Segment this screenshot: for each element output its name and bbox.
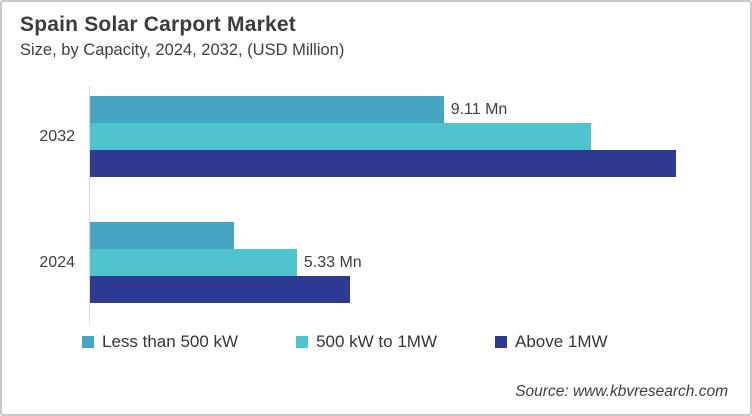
bar-2024-series-2 [90,276,351,303]
data-label: 9.11 Mn [450,100,508,118]
bar-stack: 5.33 Mn [90,222,362,303]
category-label: 2024 [39,253,75,271]
legend-swatch-icon [495,336,507,348]
bar-row [90,222,362,249]
bar-stack: 9.11 Mn [90,96,677,177]
chart-title: Spain Solar Carport Market [20,13,296,36]
bar-row [90,276,362,303]
bar-2024-series-1 [90,249,297,276]
legend-label: 500 kW to 1MW [316,332,437,351]
legend-label: Above 1MW [515,332,608,351]
bar-groups: 2032 9.11 Mn 2024 5.33 Mn [2,96,750,303]
bar-row [90,123,676,150]
chart-subtitle: Size, by Capacity, 2024, 2032, (USD Mill… [20,41,345,59]
legend-item: 500 kW to 1MW [296,332,437,352]
bar-row [90,150,677,177]
legend-item: Above 1MW [495,332,608,352]
category-label: 2032 [39,127,75,145]
plot-area: 2032 9.11 Mn 2024 5.33 Mn [2,86,750,324]
bar-row: 5.33 Mn [90,249,362,276]
bar-group-2032: 2032 9.11 Mn [2,96,750,177]
source-text: Source: www.kbvresearch.com [515,383,728,400]
data-label: 5.33 Mn [303,253,362,271]
bar-2032-series-1 [90,123,591,150]
y-axis-line [89,86,90,324]
legend-label: Less than 500 kW [102,332,239,351]
bar-2024-series-0 [90,222,234,249]
bar-2032-series-2 [90,150,677,177]
bar-group-2024: 2024 5.33 Mn [2,222,750,303]
legend-item: Less than 500 kW [82,332,238,352]
legend: Less than 500 kW 500 kW to 1MW Above 1MW [82,332,608,352]
bar-2032-series-0 [90,96,444,123]
bar-row: 9.11 Mn [90,96,676,123]
legend-swatch-icon [296,336,309,348]
legend-swatch-icon [82,336,94,348]
